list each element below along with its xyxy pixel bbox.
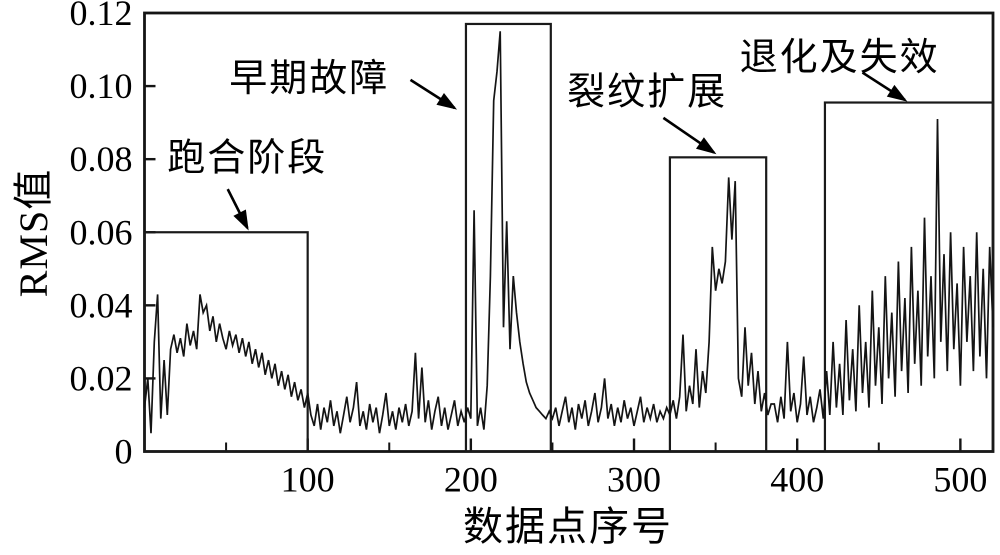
- stage-box: [464, 22, 552, 453]
- rms-series-line: [143, 31, 994, 434]
- x-tick-label: 400: [770, 460, 824, 500]
- stage-annotation-label: 退化及失效: [740, 37, 940, 79]
- annotation-arrow: [662, 116, 717, 155]
- y-tick-label: 0.02: [70, 358, 133, 398]
- x-tick-label: 300: [607, 460, 661, 500]
- x-tick-label: 500: [933, 460, 987, 500]
- stage-annotation-label: 裂纹扩展: [567, 72, 727, 114]
- stage-annotation-label: 跑合阶段: [167, 137, 327, 179]
- y-tick-label: 0.12: [70, 0, 133, 33]
- y-tick-label: 0.04: [70, 285, 133, 325]
- y-tick-label: 0.08: [70, 139, 133, 179]
- y-tick-label: 0.10: [70, 66, 133, 106]
- stage-box: [823, 101, 995, 453]
- annotation-arrow: [226, 188, 249, 231]
- x-tick-label: 200: [444, 460, 498, 500]
- y-axis-label: RMS值: [11, 168, 56, 298]
- y-tick-label: 0: [115, 432, 133, 472]
- x-tick-label: 100: [281, 460, 335, 500]
- stage-box: [668, 156, 768, 453]
- stage-box: [143, 231, 309, 453]
- x-axis-label: 数据点序号: [463, 504, 673, 549]
- annotation-arrow: [409, 78, 458, 110]
- annotation-arrow: [861, 71, 908, 102]
- stage-annotation-label: 早期故障: [229, 58, 389, 100]
- y-tick-label: 0.06: [70, 212, 133, 252]
